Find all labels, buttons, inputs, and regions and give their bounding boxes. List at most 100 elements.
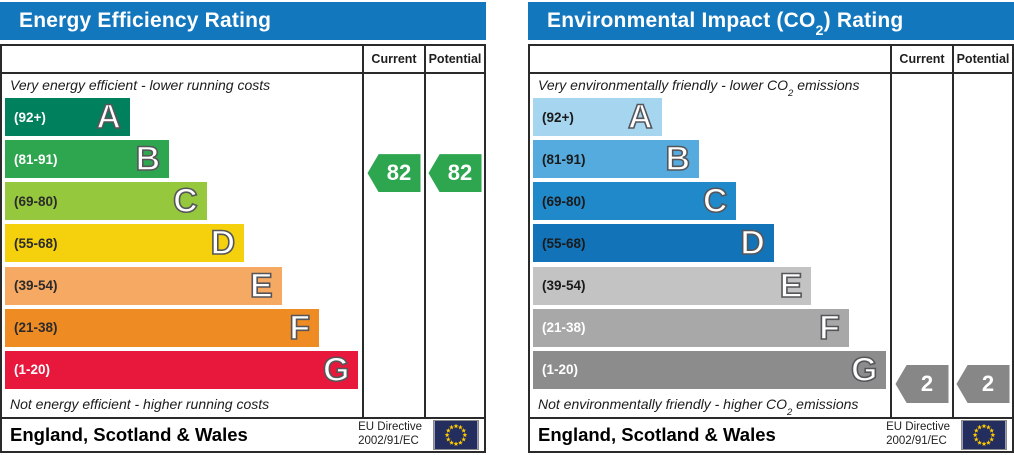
- band-row-b: (81-91) B: [5, 140, 362, 179]
- eu-flag-star: [453, 423, 459, 429]
- band-row-b: (81-91) B: [533, 140, 890, 179]
- band-bar-b: (81-91) B: [533, 140, 699, 179]
- chart-body: Current Potential Very energy efficient …: [0, 44, 486, 453]
- eu-flag-star: [977, 440, 983, 445]
- band-bar-a: (92+) A: [5, 98, 130, 136]
- band-row-f: (21-38) F: [533, 308, 890, 347]
- bottom-caption: Not environmentally friendly - higher CO…: [530, 391, 890, 417]
- band-range-label: (21-38): [14, 320, 58, 336]
- eu-flag-star: [977, 424, 983, 430]
- eu-flag-star: [449, 440, 455, 445]
- top-caption: Very energy efficient - lower running co…: [2, 74, 362, 96]
- band-bar-c: (69-80) C: [5, 182, 207, 221]
- band-letter: D: [210, 224, 236, 263]
- band-row-a: (92+) A: [533, 98, 890, 136]
- band-row-c: (69-80) C: [533, 182, 890, 221]
- band-bar-f: (21-38) F: [5, 308, 320, 347]
- potential-rating-column: 2: [952, 74, 1012, 417]
- potential-rating-column: 82: [424, 74, 484, 417]
- band-bar-g: (1-20) G: [533, 350, 887, 389]
- potential-column-header: Potential: [424, 46, 484, 74]
- band-letter: E: [249, 266, 273, 305]
- title-text: Environmental Impact (CO: [547, 9, 816, 32]
- band-range-label: (55-68): [542, 235, 586, 251]
- band-range-label: (39-54): [14, 278, 58, 294]
- top-caption-text: Very energy efficient - lower running co…: [10, 77, 271, 93]
- band-letter: F: [289, 308, 311, 347]
- top-caption-text: Very environmentally friendly - lower CO…: [538, 77, 860, 99]
- title-text: Energy Efficiency Rating: [19, 9, 272, 32]
- rating-bands: (92+) A (81-91) B (69-80) C (55-68) D (39-54) E (2…: [2, 96, 362, 391]
- band-bar-a: (92+) A: [533, 98, 662, 136]
- band-bar-g: (1-20) G: [5, 350, 359, 389]
- eu-flag-star: [972, 432, 978, 438]
- current-rating-badge: 82: [367, 154, 421, 193]
- band-range-label: (21-38): [542, 320, 586, 336]
- eu-flag-star: [973, 427, 979, 433]
- band-row-d: (55-68) D: [5, 224, 362, 263]
- band-letter: B: [135, 140, 161, 179]
- bottom-caption-text: Not energy efficient - higher running co…: [10, 396, 270, 412]
- band-row-d: (55-68) D: [533, 224, 890, 263]
- eu-flag-star: [453, 441, 459, 446]
- band-letter: G: [850, 350, 878, 389]
- eu-flag-star: [989, 427, 995, 433]
- band-row-g: (1-20) G: [5, 350, 362, 389]
- eu-flag-star: [444, 432, 450, 438]
- eu-flag-star: [457, 424, 463, 430]
- eu-flag-star: [461, 436, 467, 442]
- chart-footer: England, Scotland & Wales EU Directive 20…: [530, 417, 1012, 451]
- band-bar-d: (55-68) D: [5, 224, 245, 263]
- bottom-caption: Not energy efficient - higher running co…: [2, 391, 362, 417]
- band-range-label: (92+): [542, 109, 574, 125]
- potential-rating-badge: 2: [956, 364, 1010, 403]
- band-range-label: (69-80): [542, 193, 586, 209]
- eu-flag-icon: [433, 420, 479, 450]
- band-letter: E: [779, 266, 803, 305]
- current-column-header: Current: [362, 46, 424, 74]
- band-range-label: (69-80): [14, 193, 58, 209]
- band-letter: F: [818, 308, 840, 347]
- band-range-label: (81-91): [14, 151, 58, 167]
- band-range-label: (55-68): [14, 235, 58, 251]
- band-bar-f: (21-38) F: [533, 308, 849, 347]
- band-bar-d: (55-68) D: [533, 224, 774, 263]
- eu-flag-star: [445, 427, 451, 433]
- eu-flag-star: [449, 424, 455, 430]
- top-caption: Very environmentally friendly - lower CO…: [530, 74, 890, 99]
- band-range-label: (1-20): [542, 362, 579, 378]
- eu-flag-star: [981, 441, 987, 446]
- chart-title: Energy Efficiency Rating: [19, 9, 271, 33]
- band-letter: G: [322, 350, 350, 389]
- title-text-end: ) Rating: [823, 9, 904, 32]
- band-range-label: (92+): [14, 109, 46, 125]
- region-label: England, Scotland & Wales: [10, 424, 248, 445]
- eu-flag-star: [462, 432, 468, 438]
- environmental-title-bar: Environmental Impact (CO2) Rating: [528, 2, 1014, 40]
- band-bar-c: (69-80) C: [533, 182, 737, 221]
- bottom-caption-text: Not environmentally friendly - higher CO…: [538, 396, 859, 418]
- header-spacer: [530, 46, 890, 74]
- energy-title-bar: Energy Efficiency Rating: [0, 2, 486, 40]
- band-range-label: (1-20): [14, 362, 51, 378]
- band-row-g: (1-20) G: [533, 350, 890, 389]
- eu-flag-star: [989, 436, 995, 442]
- band-range-label: (39-54): [542, 278, 586, 294]
- chart-title: Environmental Impact (CO2) Rating: [547, 9, 904, 38]
- band-row-f: (21-38) F: [5, 308, 362, 347]
- band-letter: A: [96, 98, 122, 136]
- band-row-e: (39-54) E: [5, 266, 362, 305]
- eu-flag-star: [981, 423, 987, 429]
- current-rating-column: 2: [890, 74, 952, 417]
- eu-directive-label: EU Directive 2002/91/EC: [358, 421, 422, 447]
- energy-efficiency-rating-chart: Energy Efficiency Rating Current Potenti…: [0, 2, 486, 455]
- band-letter: C: [172, 182, 198, 221]
- band-letter: C: [702, 182, 728, 221]
- chart-footer: England, Scotland & Wales EU Directive 20…: [2, 417, 484, 451]
- eu-flag-icon: [961, 420, 1007, 450]
- band-row-c: (69-80) C: [5, 182, 362, 221]
- region-label: England, Scotland & Wales: [538, 424, 776, 445]
- eu-directive-label: EU Directive 2002/91/EC: [886, 421, 950, 447]
- band-bar-e: (39-54) E: [533, 266, 812, 305]
- eu-flag-star: [985, 424, 991, 430]
